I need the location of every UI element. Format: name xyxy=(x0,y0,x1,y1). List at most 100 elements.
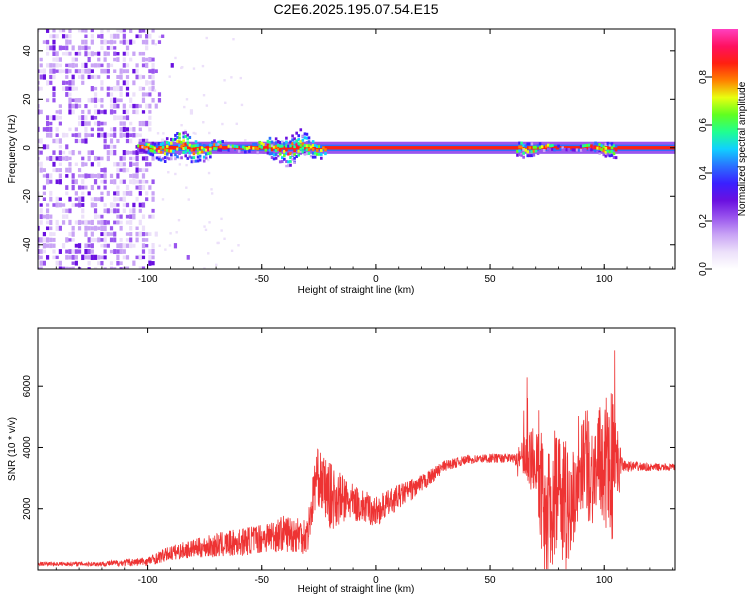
spectrogram-cell xyxy=(307,136,311,140)
x-tick-label: -50 xyxy=(255,274,270,285)
spectrogram-cell xyxy=(594,145,597,149)
spectrogram-cell xyxy=(97,185,101,190)
spectrogram-cell xyxy=(192,148,196,152)
spectrogram-cell xyxy=(159,146,163,150)
spectrogram-cell xyxy=(213,143,216,147)
spectrogram-cell xyxy=(297,134,301,138)
spectrogram-cell xyxy=(81,208,85,214)
spectrogram-cell xyxy=(293,149,296,153)
spectrogram-cell xyxy=(546,143,550,147)
spectrogram-cell xyxy=(58,249,62,254)
spectrogram-cell xyxy=(145,29,149,34)
spectrogram-cell xyxy=(49,190,53,196)
spectrogram-cell xyxy=(84,225,88,231)
spectrogram-cells xyxy=(38,29,675,269)
spectrogram-cell xyxy=(141,237,146,242)
spectrogram-cell xyxy=(116,249,120,254)
spectrogram-cell xyxy=(135,173,139,179)
spectrogram-cell xyxy=(45,29,50,33)
spectrogram-cell xyxy=(291,142,294,146)
spectrogram-cell xyxy=(122,255,126,260)
spectrogram-cell xyxy=(39,138,43,144)
spectrogram-cell xyxy=(90,29,94,33)
spectrogram-cell xyxy=(55,196,59,202)
spectrogram-cell xyxy=(145,62,149,68)
spectrogram-cell xyxy=(129,150,133,155)
spectrogram-cell xyxy=(81,62,85,68)
spectrogram-cell xyxy=(151,85,155,92)
spectrogram-cell xyxy=(42,144,46,150)
spectrogram-cell xyxy=(74,197,78,201)
y-tick-label: 4000 xyxy=(22,436,33,459)
spectrogram-cell xyxy=(122,249,126,254)
spectrogram-cell xyxy=(58,150,62,155)
spectrogram-cell xyxy=(215,263,218,267)
spectrogram-cell xyxy=(38,86,40,91)
spectrogram-cell xyxy=(280,144,284,148)
colorbar-gradient xyxy=(712,29,738,269)
spectrogram-cell xyxy=(74,51,78,56)
spectrogram-cell xyxy=(264,143,268,147)
spectrogram-cell xyxy=(122,103,126,109)
spectrogram-cell xyxy=(227,148,231,152)
spectrogram-cell xyxy=(119,132,123,138)
spectrogram-cell xyxy=(119,127,123,132)
spectrogram-cell xyxy=(132,150,136,155)
spectrogram-cell xyxy=(49,173,53,179)
spectrogram-cell xyxy=(322,146,325,150)
spectrogram-cell xyxy=(125,232,130,236)
spectrogram-cell xyxy=(151,153,155,157)
spectrogram-cell xyxy=(141,97,146,103)
spectrogram-cell xyxy=(151,261,155,266)
spectrogram-cell xyxy=(129,127,133,132)
spectrogram-cell xyxy=(55,63,59,68)
spectrogram-cell xyxy=(106,86,110,91)
spectrogram-cell xyxy=(93,254,98,260)
spectrogram-cell xyxy=(210,192,214,195)
spectrogram-cell xyxy=(100,98,104,103)
spectrogram-cell xyxy=(61,29,66,33)
spectrogram-cell xyxy=(103,219,107,225)
spectrogram-cell xyxy=(129,29,133,33)
spectrogram-cell xyxy=(293,145,296,149)
spectrogram-cell xyxy=(45,121,50,127)
spectrogram-cell xyxy=(81,109,85,114)
spectrogram-cell xyxy=(192,160,196,164)
spectrogram-cell xyxy=(135,145,139,149)
spectrogram-cell xyxy=(71,150,75,156)
spectrogram-cell xyxy=(84,126,88,132)
spectrogram-cell xyxy=(278,140,282,144)
spectrogram-cell xyxy=(55,255,59,260)
spectrogram-cell xyxy=(313,151,317,155)
spectrogram-cell xyxy=(97,226,101,231)
spectrogram-panel: -100 -50 0 50 100 -40 -20 0 20 40 Height of stra… xyxy=(7,28,676,296)
spectrogram-cell xyxy=(109,127,114,132)
spectrogram-cell xyxy=(266,143,270,147)
spectrogram-cell xyxy=(122,126,126,132)
spectrogram-cell xyxy=(602,153,606,157)
spectrogram-cell xyxy=(176,155,179,159)
spectrogram-cell xyxy=(122,208,126,214)
spectrogram-cell xyxy=(311,140,315,144)
spectrogram-cell xyxy=(289,140,292,144)
spectrogram-cell xyxy=(198,146,202,150)
spectrogram-cell xyxy=(151,74,155,80)
spectrogram-cell xyxy=(77,226,82,231)
spectrogram-cell xyxy=(148,110,152,114)
spectrogram-cell xyxy=(240,103,244,107)
spectrogram-cell xyxy=(125,80,130,86)
spectrogram-cell xyxy=(289,156,292,160)
spectrogram-cell xyxy=(106,150,110,156)
spectrogram-cell xyxy=(147,143,151,147)
spectrogram-cell xyxy=(52,203,56,207)
spectrogram-cell xyxy=(182,131,185,135)
spectrogram-cell xyxy=(84,138,88,144)
spectrogram-cell xyxy=(573,148,577,152)
spectrogram-cell xyxy=(84,243,88,249)
spectrogram-cell xyxy=(93,86,98,91)
spectrogram-cell xyxy=(180,140,183,144)
colorbar-tick-label: 0.4 xyxy=(698,166,709,180)
spectrogram-cell xyxy=(77,202,82,208)
snr-frame xyxy=(37,327,676,571)
spectrogram-cell xyxy=(291,138,294,142)
